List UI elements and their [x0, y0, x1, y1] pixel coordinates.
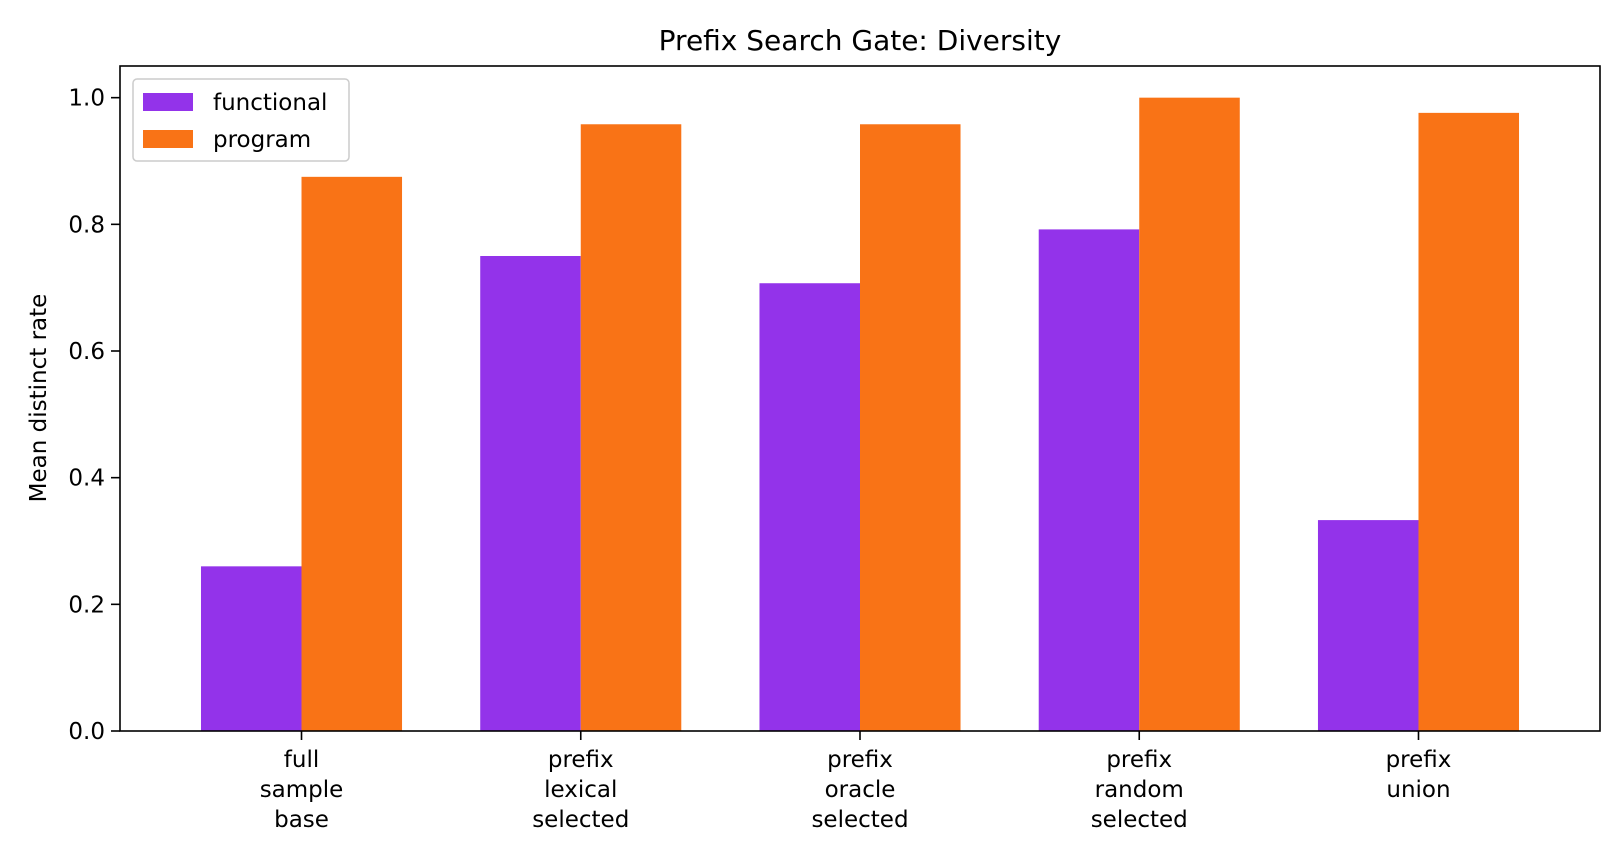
- bar-functional-3: [1038, 229, 1140, 731]
- x-tick-label: full sample base: [260, 747, 344, 833]
- bar-functional-4: [1317, 520, 1419, 731]
- x-tick-label: prefix oracle selected: [811, 747, 908, 833]
- bar-program-3: [1139, 97, 1240, 731]
- plot-frame: [119, 65, 1601, 732]
- bar-program-0: [301, 176, 403, 732]
- bar-functional-0: [200, 566, 302, 731]
- x-tick-label: prefix random selected: [1091, 747, 1188, 833]
- y-tick-label: 0.2: [68, 592, 105, 618]
- y-tick-label: 0.6: [68, 339, 105, 365]
- y-tick-label: 1.0: [68, 86, 105, 112]
- y-axis-label: Mean distinct rate: [26, 294, 52, 503]
- legend-label-functional: functional: [213, 90, 327, 116]
- legend: functional program: [132, 78, 350, 162]
- plot-bars: [200, 97, 1520, 732]
- bar-program-1: [580, 124, 682, 732]
- y-axis: 0.0 0.2 0.4 0.6 0.8 1.0: [68, 86, 120, 745]
- x-axis: full sample base prefix lexical selected prefi…: [260, 731, 1452, 833]
- bar-functional-2: [759, 283, 860, 731]
- bar-functional-1: [480, 256, 581, 731]
- y-tick-label: 0.4: [68, 466, 105, 492]
- x-tick-label: prefix lexical selected: [532, 747, 629, 833]
- legend-swatch-program: [143, 130, 193, 148]
- bar-program-2: [860, 124, 961, 732]
- bar-program-4: [1418, 112, 1520, 731]
- legend-label-program: program: [213, 127, 311, 153]
- y-tick-label: 0.8: [68, 212, 105, 238]
- chart-title: Prefix Search Gate: Diversity: [659, 24, 1062, 57]
- legend-swatch-functional: [143, 93, 193, 111]
- y-tick-label: 0.0: [68, 719, 105, 745]
- x-tick-label: prefix union: [1386, 747, 1452, 803]
